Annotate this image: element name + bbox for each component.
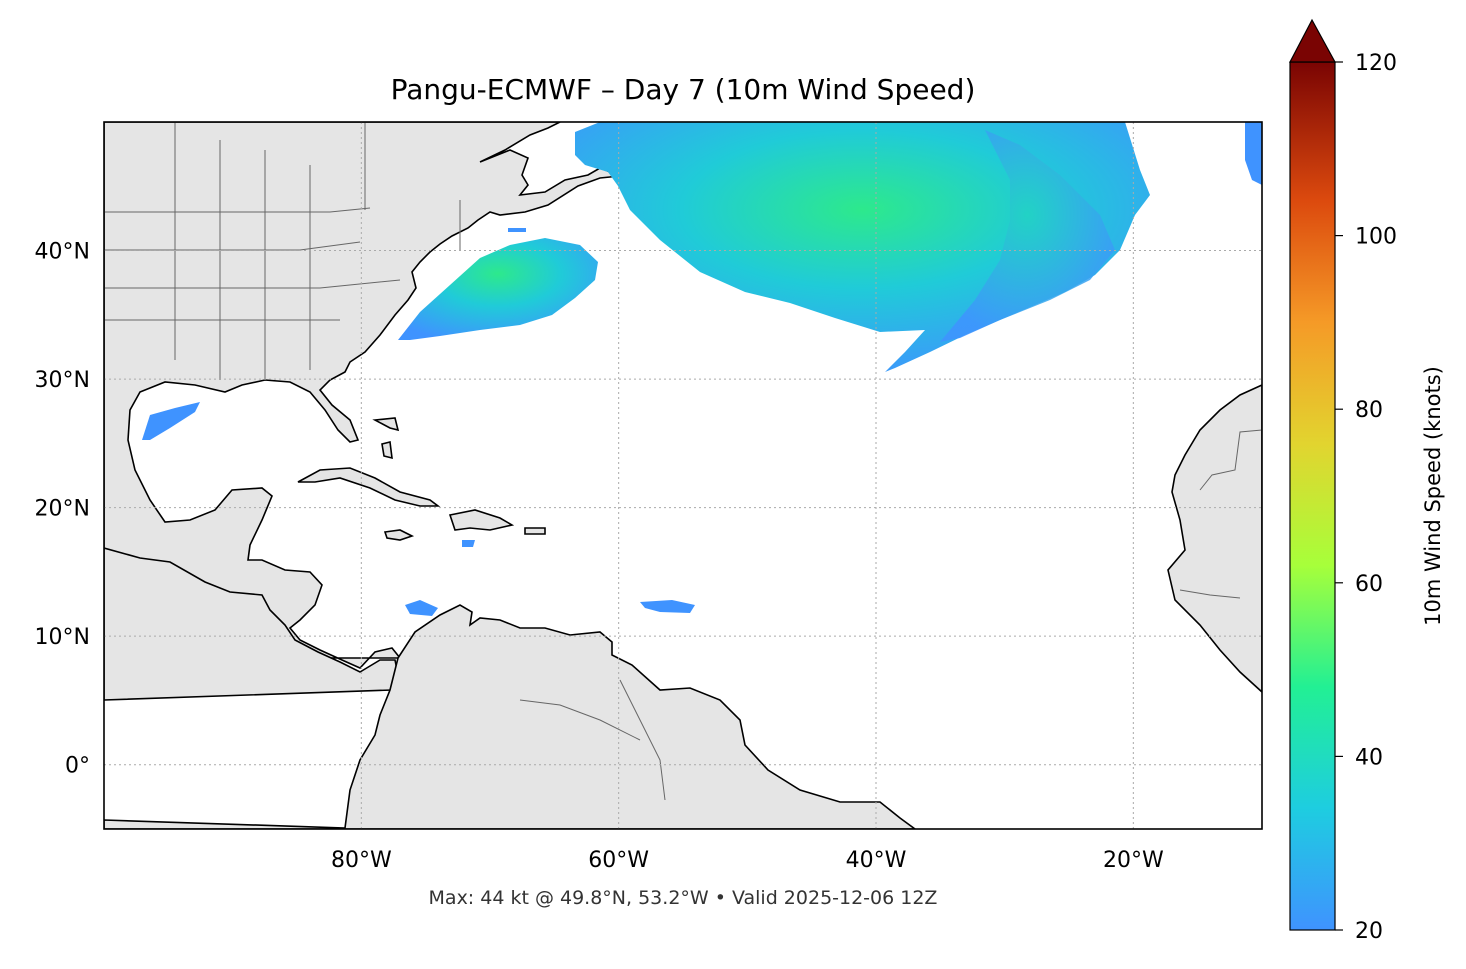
colorbar-tick-label: 20 [1355, 919, 1383, 944]
colorbar-tick-label: 60 [1355, 572, 1383, 597]
lon-tick-label: 80°W [331, 848, 392, 873]
map-title: Pangu-ECMWF – Day 7 (10m Wind Speed) [391, 73, 976, 106]
colorbar-label: 10m Wind Speed (knots) [1421, 366, 1445, 626]
north-america-land [104, 122, 621, 669]
colorbar-tick-label: 100 [1355, 225, 1397, 250]
colorbar-tick: 40 [1335, 745, 1383, 770]
colorbar: 20 40 60 80 100 120 10m Wind Speed (knot… [1289, 18, 1445, 944]
colorbar-tick-label: 120 [1355, 51, 1397, 76]
longitude-tick-labels: 80°W 60°W 40°W 20°W [331, 848, 1164, 873]
colorbar-ticks: 20 40 60 80 100 120 [1335, 51, 1397, 944]
map-frame [103, 121, 1263, 830]
wind-patch-caribbean-west [405, 600, 438, 616]
wind-patch-hispaniola [462, 540, 475, 547]
lat-tick-label: 40°N [35, 240, 90, 265]
colorbar-tick: 60 [1335, 572, 1383, 597]
south-america-land [104, 604, 917, 829]
colorbar-extend-arrow [1289, 18, 1337, 63]
colorbar-tick-label: 80 [1355, 398, 1383, 423]
lon-tick-label: 40°W [846, 848, 907, 873]
lat-tick-label: 20°N [35, 497, 90, 522]
latitude-tick-labels: 40°N 30°N 20°N 10°N 0° [35, 240, 90, 779]
wind-patch-nova-scotia [508, 228, 526, 232]
colorbar-tick: 80 [1335, 398, 1383, 423]
colorbar-gradient [1289, 61, 1336, 931]
colorbar-tick: 100 [1335, 225, 1397, 250]
lon-tick-label: 20°W [1103, 848, 1164, 873]
max-wind-footer: Max: 44 kt @ 49.8°N, 53.2°W • Valid 2025… [429, 887, 938, 909]
wind-speed-field [142, 122, 1262, 616]
wind-patch-caribbean-east [640, 600, 695, 613]
caribbean-islands [297, 417, 546, 541]
lat-tick-label: 0° [65, 754, 90, 779]
colorbar-tick: 20 [1335, 919, 1383, 944]
wind-swath-us-coast [398, 238, 598, 340]
map-panel [104, 122, 1262, 829]
colorbar-tick-label: 40 [1355, 745, 1383, 770]
wind-patch-east-edge [1245, 122, 1262, 185]
lat-tick-label: 30°N [35, 368, 90, 393]
wind-swath-east [940, 130, 1115, 342]
wind-patch-gulf [142, 402, 200, 440]
colorbar-tick: 120 [1335, 51, 1397, 76]
lat-tick-label: 10°N [35, 625, 90, 650]
africa-land [1167, 384, 1262, 694]
gridlines [104, 122, 1262, 829]
lon-tick-label: 60°W [588, 848, 649, 873]
state-borders [104, 122, 1262, 801]
